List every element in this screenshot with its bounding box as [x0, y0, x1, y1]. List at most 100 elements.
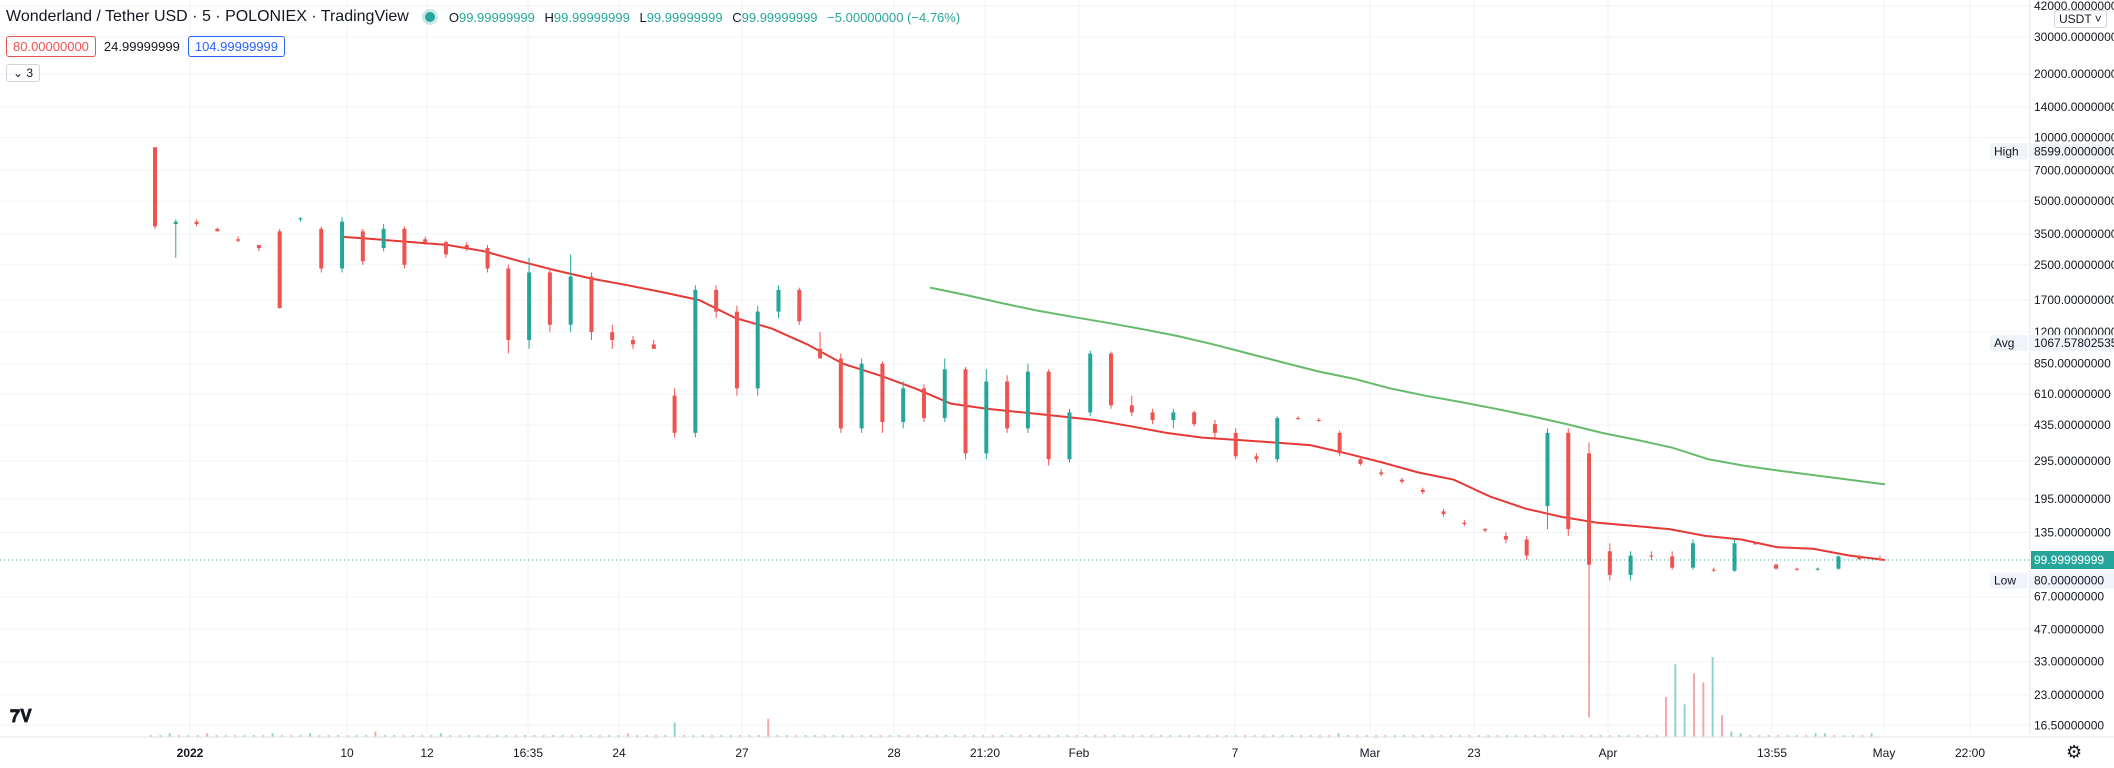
- gear-icon[interactable]: ⚙: [2066, 742, 2083, 762]
- moving-averages: [339, 235, 1886, 561]
- market-status-icon[interactable]: [424, 12, 435, 22]
- volume-bar: [496, 735, 498, 737]
- volume-bar: [542, 735, 545, 737]
- candle: [1774, 563, 1779, 570]
- volume-bar: [598, 735, 601, 737]
- candle-body: [423, 239, 428, 243]
- candle-body: [1878, 559, 1882, 561]
- price-axis[interactable]: 42000.0000000 30000.0000000 20000.0000000 1…: [1990, 0, 2114, 768]
- volume-bar: [1122, 735, 1125, 737]
- time-tick-label: 7: [1232, 746, 1239, 760]
- open-label: O: [448, 9, 459, 25]
- candle-body: [443, 242, 448, 255]
- change-value: −5.00000000 (−4.76%): [827, 9, 961, 25]
- candle: [942, 358, 947, 423]
- volume-bar: [1805, 735, 1808, 737]
- volume-bar: [374, 731, 377, 737]
- indicators-toggle[interactable]: ⌄ 3: [6, 64, 41, 82]
- volume-bar: [1711, 657, 1714, 737]
- volume-bar: [1571, 735, 1574, 737]
- symbol-title[interactable]: Wonderland / Tether USD · 5 · POLONIEX ·…: [6, 8, 409, 25]
- time-tick-label: 21:20: [970, 746, 1000, 760]
- candle-body: [1441, 511, 1446, 515]
- high-value: 99.99999999: [553, 9, 630, 25]
- volume-bar: [1131, 735, 1134, 737]
- volume-bar: [271, 733, 274, 737]
- volume-bar: [626, 733, 629, 737]
- volume-bar: [1692, 673, 1695, 737]
- sell-button[interactable]: 80.00000000: [6, 36, 96, 57]
- volume-bar: [757, 735, 760, 737]
- volume-bar: [972, 735, 975, 737]
- volume-bar: [898, 735, 901, 737]
- volume-bar: [1019, 735, 1022, 737]
- volume-bar: [673, 722, 676, 737]
- volume-bar: [617, 735, 620, 737]
- candle-body: [464, 245, 469, 249]
- ma-slow-line: [929, 286, 1886, 486]
- volume-bar: [1795, 735, 1798, 737]
- candle: [402, 226, 407, 269]
- price-tick-label: 435.00000000: [2034, 418, 2111, 432]
- volume-bar: [1262, 735, 1265, 737]
- candle: [360, 228, 365, 265]
- volume-bar: [1169, 735, 1172, 737]
- volume-bar: [505, 735, 508, 737]
- volume-bar: [1010, 735, 1013, 737]
- candle-body: [901, 388, 906, 423]
- candle: [610, 324, 615, 349]
- candle-body: [340, 221, 345, 269]
- candle: [797, 287, 802, 325]
- volume-bar: [1029, 735, 1032, 737]
- buy-button[interactable]: 104.99999999: [187, 36, 285, 57]
- candle: [1441, 508, 1446, 517]
- volume-bar: [1253, 735, 1256, 737]
- candle-body: [277, 231, 282, 309]
- volume-bar: [982, 735, 985, 737]
- candle: [1628, 551, 1633, 581]
- candle-body: [776, 289, 781, 312]
- candle: [1670, 551, 1675, 570]
- candle: [1088, 350, 1093, 417]
- volume-bar: [1244, 735, 1247, 737]
- volume-bar: [1739, 733, 1742, 737]
- volume-bar: [383, 735, 386, 737]
- volume-bar: [1627, 735, 1630, 737]
- candle-body: [1836, 556, 1841, 569]
- volume-bar: [1178, 735, 1181, 737]
- volume-bar: [1318, 735, 1321, 737]
- time-axis[interactable]: 2022 10 12 16:35 24 27 28 21:20 Feb 7 Mar 23 Apr 13:5…: [0, 736, 2114, 768]
- candle: [547, 268, 552, 333]
- candle: [631, 335, 636, 349]
- volume-bar: [589, 735, 592, 737]
- volume-bar: [262, 735, 265, 737]
- price-tick-label: 47.00000000: [2034, 622, 2104, 636]
- candle-body: [1254, 456, 1259, 460]
- volume-bar: [888, 735, 891, 737]
- chart-header: Wonderland / Tether USD · 5 · POLONIEX ·…: [6, 8, 966, 26]
- volume-bar: [1636, 735, 1639, 737]
- time-tick-label: Feb: [1069, 746, 1090, 760]
- currency-select[interactable]: USDT ˅: [2054, 10, 2107, 28]
- candle-body: [1192, 412, 1197, 425]
- volume-bar: [402, 735, 405, 737]
- volume-bar: [196, 735, 199, 737]
- candle: [1836, 555, 1841, 570]
- candle: [693, 285, 698, 438]
- tradingview-logo-icon[interactable]: 𝟕𝐕: [10, 706, 32, 726]
- volume-bars: [150, 657, 1873, 737]
- volume-bar: [1543, 735, 1546, 737]
- volume-bar: [1608, 735, 1611, 737]
- price-tick-label: 295.00000000: [2034, 454, 2111, 468]
- candle: [1233, 428, 1238, 460]
- volume-bar: [1375, 735, 1378, 737]
- candle: [838, 353, 843, 433]
- time-tick-label: 13:55: [1757, 746, 1787, 760]
- candle-body: [1005, 381, 1010, 429]
- volume-bar: [421, 735, 424, 737]
- candle: [464, 242, 469, 252]
- volume-bar: [654, 735, 657, 737]
- volume-bar: [645, 735, 648, 737]
- volume-bar: [748, 735, 751, 737]
